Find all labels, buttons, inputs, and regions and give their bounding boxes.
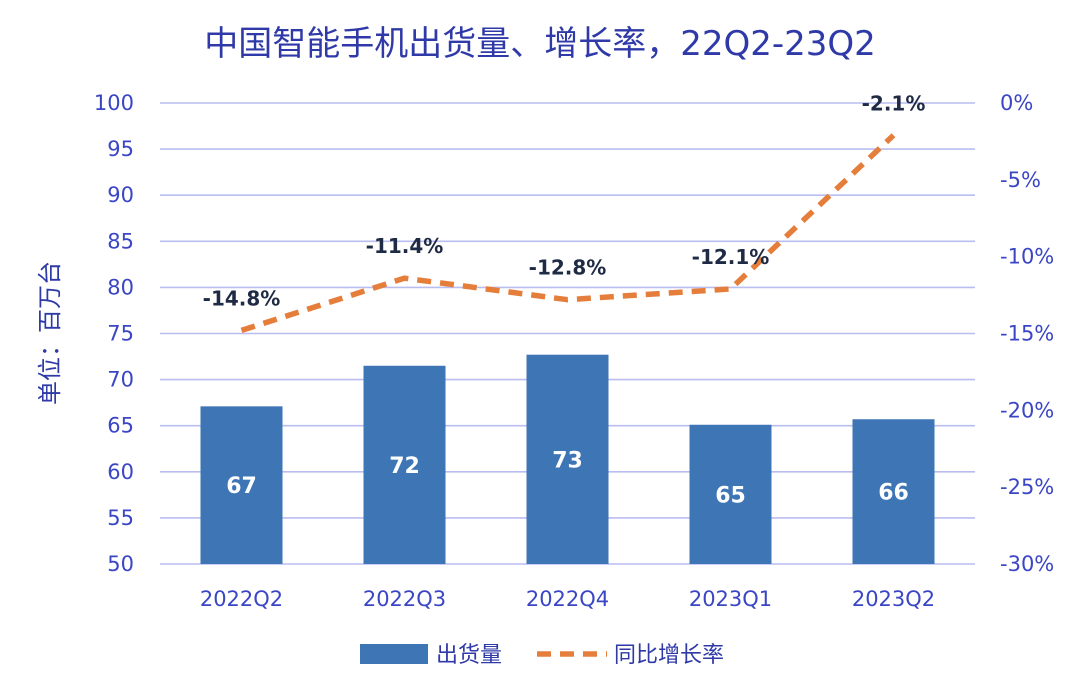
line-data-label: -2.1%: [862, 91, 926, 115]
growth-rate-line: [240, 133, 896, 334]
bar-data-label: 73: [552, 448, 583, 473]
y-axis-label: 单位：百万台: [36, 261, 64, 405]
bar-data-label: 66: [878, 481, 909, 506]
x-tick-label: 2022Q4: [526, 587, 609, 611]
y2-tick-label: 0%: [1000, 91, 1033, 115]
y-tick-label: 75: [107, 322, 134, 346]
bar-data-label: 67: [226, 474, 257, 499]
y2-tick-label: -25%: [1000, 475, 1054, 499]
legend-label-bars: 出货量: [436, 643, 502, 668]
y2-tick-label: -20%: [1000, 398, 1054, 422]
y-tick-label: 95: [107, 137, 134, 161]
bar-series: 67 72 73 65 66: [200, 354, 935, 564]
bar: [689, 424, 772, 564]
legend-swatch-bars: [360, 644, 428, 664]
y2-tick-label: -30%: [1000, 552, 1054, 576]
legend-label-line: 同比增长率: [614, 643, 724, 668]
x-tick-label: 2022Q3: [363, 587, 446, 611]
line-data-label: -12.8%: [529, 256, 607, 280]
y2-tick-label: -5%: [1000, 168, 1041, 192]
chart-title: 中国智能手机出货量、增长率，22Q2-23Q2: [204, 24, 876, 64]
line-series: -14.8% -11.4% -12.8% -12.1% -2.1%: [203, 91, 926, 334]
y-tick-label: 65: [107, 414, 134, 438]
x-tick-label: 2022Q2: [200, 587, 283, 611]
y-tick-label: 85: [107, 229, 134, 253]
y-tick-label: 55: [107, 506, 134, 530]
line-data-label: -11.4%: [366, 234, 444, 258]
y2-tick-label: -10%: [1000, 245, 1054, 269]
line-data-label: -12.1%: [692, 245, 770, 269]
y-tick-label: 70: [107, 368, 134, 392]
y-tick-label: 50: [107, 552, 134, 576]
bar: [200, 406, 283, 564]
x-tick-label: 2023Q2: [852, 587, 935, 611]
axis-ticks: 100 95 90 85 80 75 70 65 60 55 50 0% -5% -10% -15% -20%…: [94, 91, 1054, 611]
line-data-label: -14.8%: [203, 286, 281, 310]
bar: [526, 354, 609, 564]
y-tick-label: 60: [107, 460, 134, 484]
bar: [363, 365, 446, 564]
y-tick-label: 80: [107, 275, 134, 299]
x-tick-label: 2023Q1: [689, 587, 772, 611]
bar-data-label: 72: [389, 454, 420, 479]
legend: 出货量 同比增长率: [360, 643, 724, 668]
y2-tick-label: -15%: [1000, 322, 1054, 346]
y-tick-label: 100: [94, 91, 134, 115]
bar: [852, 419, 935, 564]
y-tick-label: 90: [107, 183, 134, 207]
bar-data-label: 65: [715, 483, 746, 508]
